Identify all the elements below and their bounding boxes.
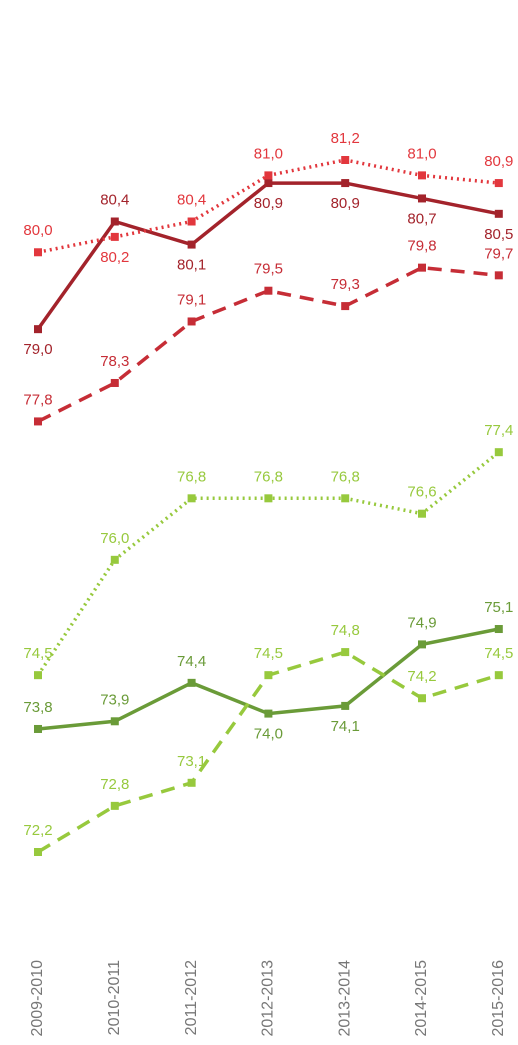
point-marker [110, 217, 119, 226]
data-label: 74,0 [254, 726, 283, 743]
data-label: 73,8 [23, 699, 52, 716]
point-marker [187, 317, 196, 326]
data-label: 79,8 [407, 238, 436, 255]
data-label: 81,2 [331, 130, 360, 147]
data-label: 74,4 [177, 653, 206, 670]
data-label: 74,5 [254, 645, 283, 662]
point-marker [264, 179, 273, 188]
point-marker [494, 671, 503, 680]
point-marker [341, 494, 350, 503]
point-marker [264, 494, 273, 503]
x-tick-label: 2009-2010 [29, 960, 46, 1037]
data-label: 76,0 [100, 530, 129, 547]
data-label: 81,0 [254, 145, 283, 162]
point-marker [264, 709, 273, 718]
data-label: 80,4 [177, 191, 206, 208]
data-label: 74,5 [484, 645, 513, 662]
data-label: 72,8 [100, 776, 129, 793]
data-label: 80,9 [484, 153, 513, 170]
data-label: 72,2 [23, 822, 52, 839]
point-marker [418, 640, 426, 649]
point-marker [34, 671, 42, 680]
point-marker [187, 217, 196, 226]
point-marker [187, 494, 196, 503]
point-marker [110, 555, 119, 564]
data-label: 80,9 [254, 195, 283, 212]
point-marker [418, 263, 426, 272]
point-marker [418, 694, 426, 703]
point-marker [187, 778, 196, 787]
data-label: 80,9 [331, 195, 360, 212]
point-marker [264, 286, 273, 295]
point-marker [110, 717, 119, 726]
data-label: 74,9 [407, 614, 436, 631]
data-label: 74,2 [407, 668, 436, 685]
point-marker [110, 232, 119, 241]
data-label: 76,8 [331, 468, 360, 485]
x-tick-label: 2010-2011 [106, 960, 123, 1035]
data-label: 76,8 [177, 468, 206, 485]
point-marker [418, 509, 426, 518]
data-label: 79,1 [177, 291, 206, 308]
point-marker [34, 325, 42, 334]
data-label: 80,0 [23, 222, 52, 239]
data-label: 79,3 [331, 276, 360, 293]
point-marker [494, 448, 503, 457]
point-marker [494, 179, 503, 188]
point-marker [494, 625, 503, 634]
data-label: 73,9 [100, 691, 129, 708]
point-marker [264, 671, 273, 680]
data-label: 80,5 [484, 226, 513, 243]
x-tick-label: 2012-2013 [260, 960, 277, 1037]
point-marker [110, 801, 119, 810]
data-label: 74,1 [331, 718, 360, 735]
point-marker [494, 271, 503, 280]
data-label: 79,7 [484, 245, 513, 262]
data-label: 80,2 [100, 249, 129, 266]
data-label: 74,8 [331, 622, 360, 639]
point-marker [341, 648, 350, 657]
point-marker [341, 302, 350, 311]
point-marker [264, 171, 273, 180]
x-tick-label: 2011-2012 [183, 960, 200, 1035]
point-marker [187, 678, 196, 687]
point-marker [34, 417, 42, 426]
point-marker [34, 848, 42, 856]
data-label: 75,1 [484, 599, 513, 616]
data-label: 73,1 [177, 753, 206, 770]
data-label: 76,8 [254, 468, 283, 485]
data-label: 77,4 [484, 422, 513, 439]
data-label: 80,1 [177, 257, 206, 274]
data-label: 80,7 [407, 210, 436, 227]
x-tick-label: 2015-2016 [490, 960, 507, 1037]
point-marker [110, 378, 119, 387]
data-label: 79,5 [254, 261, 283, 278]
x-tick-label: 2013-2014 [336, 960, 353, 1037]
x-tick-label: 2014-2015 [413, 960, 430, 1037]
data-label: 79,0 [23, 341, 52, 358]
point-marker [187, 240, 196, 249]
point-marker [418, 171, 426, 180]
point-marker [34, 248, 42, 257]
data-label: 80,4 [100, 191, 129, 208]
data-label: 76,6 [407, 484, 436, 501]
data-label: 74,5 [23, 645, 52, 662]
point-marker [34, 724, 42, 733]
point-marker [341, 179, 350, 188]
point-marker [418, 194, 426, 203]
point-marker [341, 701, 350, 710]
point-marker [494, 209, 503, 218]
data-label: 81,0 [407, 145, 436, 162]
data-label: 77,8 [23, 391, 52, 408]
point-marker [341, 156, 350, 164]
data-label: 78,3 [100, 353, 129, 370]
